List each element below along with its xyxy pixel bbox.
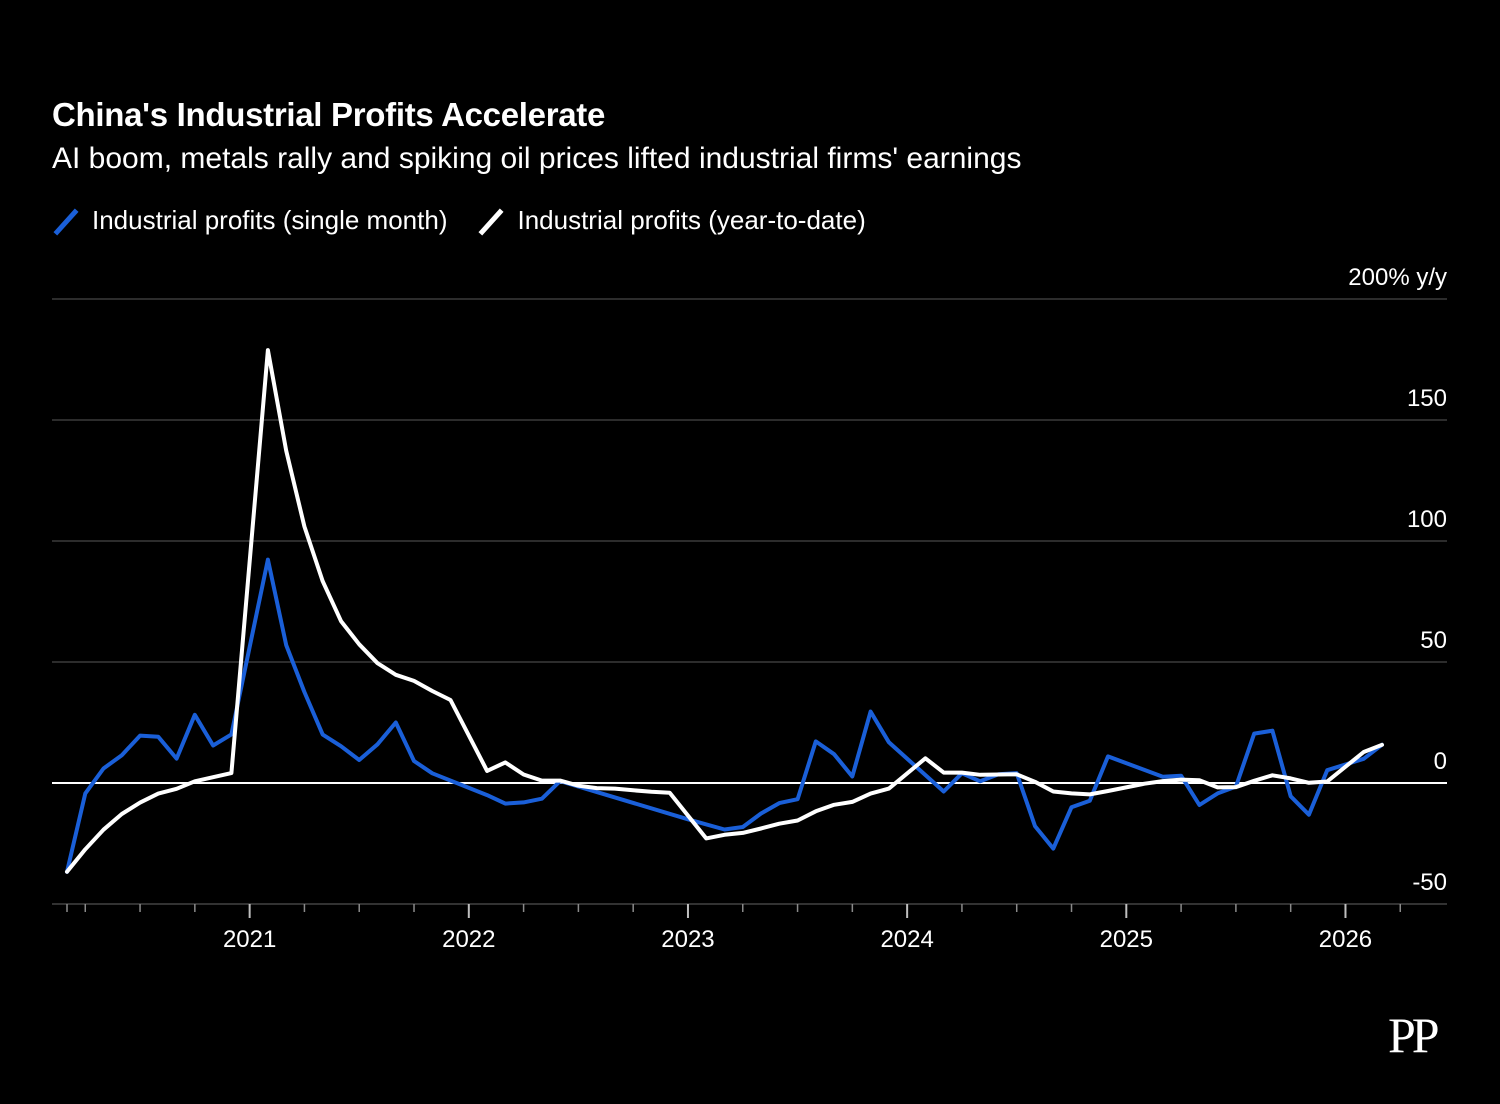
series-line-single-month xyxy=(65,557,1384,874)
x-tick-label: 2022 xyxy=(442,926,495,953)
single-month-swatch-icon xyxy=(53,207,79,236)
x-tick-label: 2026 xyxy=(1319,926,1372,953)
y-tick-label: 100 xyxy=(1407,506,1447,533)
chart-legend: Industrial profits (single month) Indust… xyxy=(52,205,896,236)
x-tick-label: 2025 xyxy=(1100,926,1153,953)
y-unit-label: 200% y/y xyxy=(1348,264,1447,291)
series-line-ytd xyxy=(65,348,1384,874)
y-tick-label: 50 xyxy=(1420,627,1447,654)
legend-label-single-month: Industrial profits (single month) xyxy=(92,205,448,235)
legend-item-ytd: Industrial profits (year-to-date) xyxy=(477,205,866,236)
y-tick-label: 0 xyxy=(1434,748,1447,775)
ytd-swatch-icon xyxy=(478,207,505,236)
chart-title: China's Industrial Profits Accelerate xyxy=(52,96,606,133)
legend-label-ytd: Industrial profits (year-to-date) xyxy=(517,205,866,235)
y-tick-label: -50 xyxy=(1412,869,1447,896)
legend-item-single-month: Industrial profits (single month) xyxy=(52,205,447,236)
y-tick-label: 150 xyxy=(1407,385,1447,412)
publisher-logo: PP xyxy=(1388,1007,1440,1063)
x-tick-label: 2021 xyxy=(223,926,276,953)
chart-subtitle: AI boom, metals rally and spiking oil pr… xyxy=(52,142,1022,175)
x-tick-label: 2023 xyxy=(661,926,714,953)
x-tick-label: 2024 xyxy=(880,926,933,953)
